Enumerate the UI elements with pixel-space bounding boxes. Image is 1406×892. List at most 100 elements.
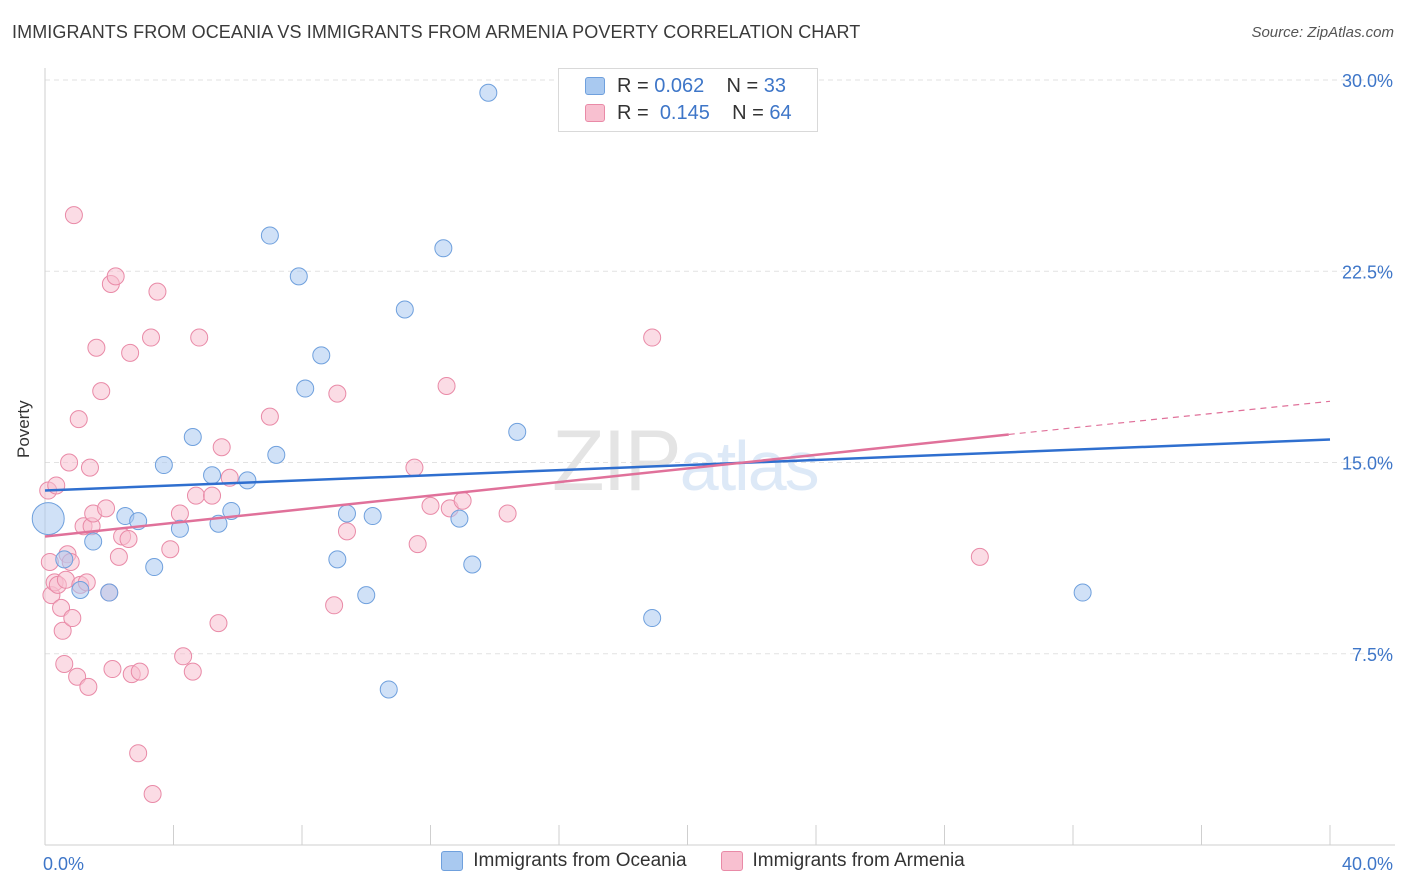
point-armenia xyxy=(97,499,116,518)
point-armenia xyxy=(121,343,140,362)
point-armenia xyxy=(328,384,347,403)
point-oceania xyxy=(170,519,189,538)
point-armenia xyxy=(148,282,167,301)
point-armenia xyxy=(421,496,440,515)
point-armenia xyxy=(209,614,228,633)
y-tick-label: 15.0% xyxy=(1342,454,1393,474)
point-oceania xyxy=(260,226,279,245)
point-armenia xyxy=(53,621,72,640)
legend-r-value: 0.145 xyxy=(659,101,710,124)
legend-n-label: N = xyxy=(732,101,764,124)
point-armenia xyxy=(203,486,222,505)
point-armenia xyxy=(170,504,189,523)
point-oceania xyxy=(145,558,164,577)
point-armenia xyxy=(325,596,344,615)
point-oceania xyxy=(31,502,65,536)
legend-swatch-armenia xyxy=(585,104,605,122)
chart-title: IMMIGRANTS FROM OCEANIA VS IMMIGRANTS FR… xyxy=(12,22,861,42)
series-legend: Immigrants from Oceania Immigrants from … xyxy=(0,850,1406,872)
source-label: Source: ZipAtlas.com xyxy=(1251,24,1394,41)
trendline-oceania xyxy=(44,438,1331,492)
point-armenia xyxy=(52,598,71,617)
watermark-zip: ZIP xyxy=(552,413,682,509)
point-armenia xyxy=(405,458,424,477)
legend-row-oceania: R = 0.062 N = 33 xyxy=(585,73,786,99)
point-armenia xyxy=(69,410,88,429)
trendline-dashed-armenia xyxy=(1008,400,1331,436)
point-oceania xyxy=(238,471,257,490)
legend-item-armenia[interactable]: Immigrants from Armenia xyxy=(720,850,965,872)
y-tick-label: 7.5% xyxy=(1352,645,1393,665)
x-tick-label: 0.0% xyxy=(43,854,84,874)
point-armenia xyxy=(79,677,98,696)
legend-r-label: R = xyxy=(617,101,649,124)
point-oceania xyxy=(450,509,469,528)
point-armenia xyxy=(970,547,989,566)
point-oceania xyxy=(508,422,527,441)
y-tick-label: 30.0% xyxy=(1342,71,1393,91)
point-armenia xyxy=(186,486,205,505)
legend-n-label: N = xyxy=(726,74,759,97)
point-armenia xyxy=(63,609,82,628)
point-oceania xyxy=(100,583,119,602)
point-oceania xyxy=(328,550,347,569)
point-armenia xyxy=(453,491,472,510)
point-oceania xyxy=(479,83,498,102)
point-armenia xyxy=(161,540,180,559)
point-armenia xyxy=(55,654,74,673)
point-armenia xyxy=(183,662,202,681)
legend-swatch-oceania xyxy=(441,851,464,871)
point-armenia xyxy=(103,660,122,679)
point-armenia xyxy=(92,382,111,401)
point-armenia xyxy=(498,504,517,523)
trendline-armenia xyxy=(44,433,1009,538)
point-oceania xyxy=(357,586,376,605)
point-oceania xyxy=(463,555,482,574)
point-armenia xyxy=(143,785,162,803)
point-oceania xyxy=(379,680,398,699)
legend-n-value: 33 xyxy=(763,74,787,97)
legend-item-oceania[interactable]: Immigrants from Oceania xyxy=(441,850,687,872)
legend-swatch-oceania xyxy=(585,77,605,95)
point-armenia xyxy=(109,547,128,566)
point-armenia xyxy=(130,662,149,681)
point-armenia xyxy=(80,458,99,477)
y-tick-label: 22.5% xyxy=(1342,262,1393,282)
point-armenia xyxy=(60,453,79,472)
point-oceania xyxy=(434,239,453,258)
point-armenia xyxy=(119,530,138,548)
point-oceania xyxy=(154,456,173,475)
point-armenia xyxy=(408,535,427,554)
legend-r-label: R = xyxy=(617,74,649,97)
point-oceania xyxy=(1073,583,1092,602)
point-armenia xyxy=(87,338,106,357)
point-armenia xyxy=(437,377,456,395)
legend-row-armenia: R = 0.145 N = 64 xyxy=(585,100,792,126)
y-axis-label: Poverty xyxy=(14,400,33,458)
point-oceania xyxy=(289,267,308,286)
point-oceania xyxy=(643,609,662,628)
point-oceania xyxy=(84,532,103,551)
point-armenia xyxy=(643,328,662,347)
point-oceania xyxy=(71,581,90,599)
legend-n-value: 64 xyxy=(769,101,792,124)
point-oceania xyxy=(312,346,331,365)
point-armenia xyxy=(142,328,161,347)
point-armenia xyxy=(106,267,125,286)
watermark: ZIPatlas xyxy=(552,412,820,511)
x-tick-label: 40.0% xyxy=(1342,854,1393,874)
point-oceania xyxy=(296,379,315,398)
correlation-legend: R = 0.062 N = 33 R = 0.145 N = 64 xyxy=(558,68,818,132)
legend-label-oceania: Immigrants from Oceania xyxy=(473,850,687,871)
legend-r-value: 0.062 xyxy=(654,74,705,97)
point-oceania xyxy=(203,466,222,485)
point-armenia xyxy=(212,438,231,457)
point-oceania xyxy=(363,507,382,526)
point-armenia xyxy=(190,328,209,347)
point-oceania xyxy=(267,445,286,464)
point-armenia xyxy=(260,407,279,426)
point-armenia xyxy=(337,522,356,541)
legend-swatch-armenia xyxy=(720,851,743,871)
point-armenia xyxy=(174,647,193,666)
